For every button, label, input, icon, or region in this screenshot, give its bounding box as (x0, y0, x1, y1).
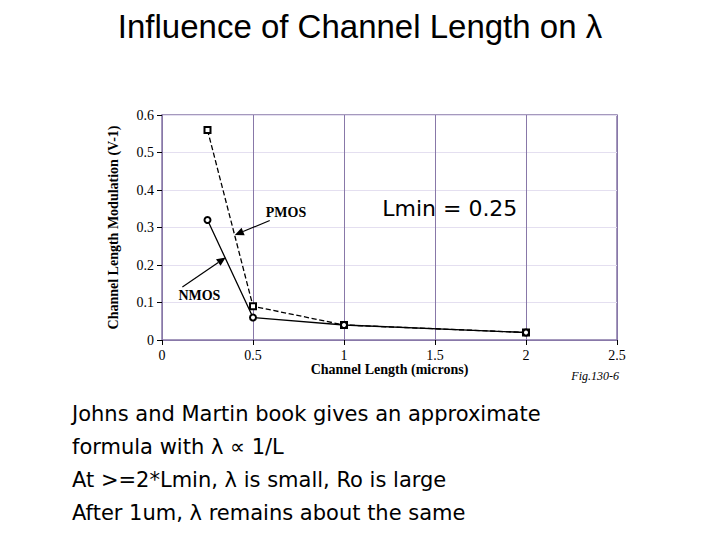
svg-text:0.5: 0.5 (244, 348, 262, 363)
svg-text:PMOS: PMOS (266, 205, 307, 220)
svg-text:1.5: 1.5 (426, 348, 444, 363)
html-text:At >=2*Lmin, λ is small, Ro is: At >=2*Lmin, λ is small, Ro is large (72, 468, 447, 492)
svg-text:0.6: 0.6 (137, 108, 155, 123)
svg-text:0.3: 0.3 (137, 220, 155, 235)
svg-text:NMOS: NMOS (178, 288, 220, 303)
svg-text:Channel Length Modulation (V-1: Channel Length Modulation (V-1) (106, 125, 122, 329)
svg-text:2.5: 2.5 (608, 348, 626, 363)
svg-text:2: 2 (523, 348, 530, 363)
html-text:formula with λ ∝ 1/L: formula with λ ∝ 1/L (72, 435, 284, 459)
svg-text:1: 1 (341, 348, 348, 363)
html-text:After 1um, λ remains about the: After 1um, λ remains about the same (72, 501, 466, 525)
svg-text:0.5: 0.5 (137, 145, 155, 160)
svg-text:Lmin = 0.25: Lmin = 0.25 (382, 196, 517, 221)
svg-text:0: 0 (147, 333, 154, 348)
html-text:Influence of Channel Length on: Influence of Channel Length on λ (117, 8, 603, 45)
svg-text:0: 0 (159, 348, 166, 363)
svg-text:0.1: 0.1 (137, 295, 155, 310)
svg-text:0.4: 0.4 (137, 183, 155, 198)
svg-text:0.2: 0.2 (137, 258, 155, 273)
html-text:Johns and Martin book gives an: Johns and Martin book gives an approxima… (72, 402, 541, 426)
svg-text:Channel Length (microns): Channel Length (microns) (311, 362, 469, 378)
svg-text:Fig.130-6: Fig.130-6 (570, 369, 619, 383)
